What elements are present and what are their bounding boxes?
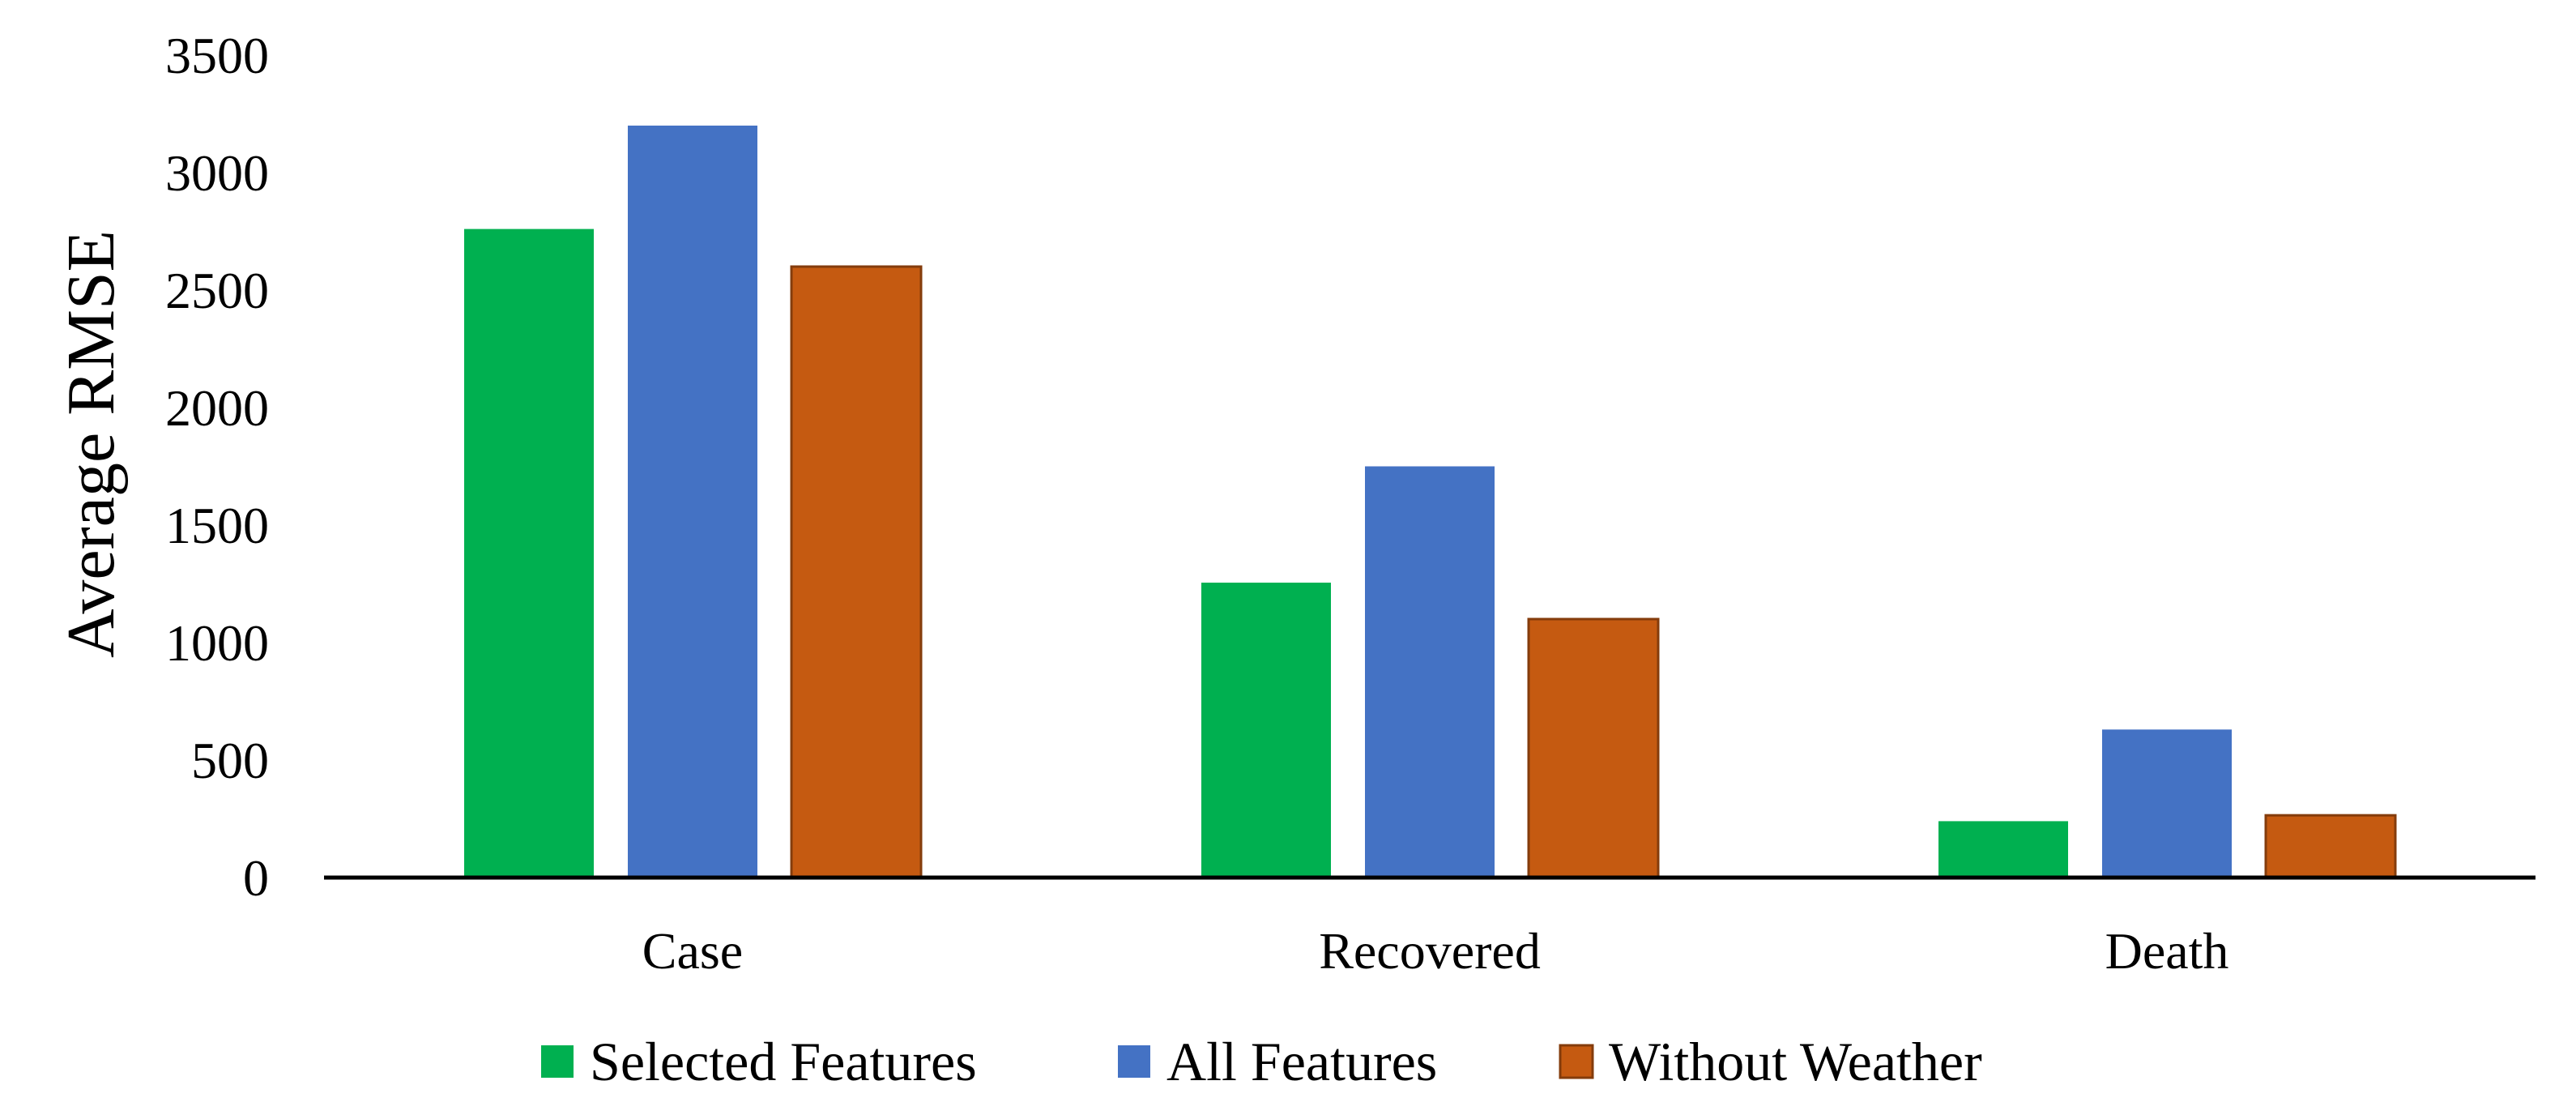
legend-swatch-selected-features	[541, 1045, 574, 1078]
y-tick-label: 3000	[165, 144, 269, 202]
y-tick-label: 500	[191, 732, 269, 789]
y-tick-label: 2000	[165, 379, 269, 437]
bar-without-weather-recovered	[1527, 617, 1660, 879]
legend-label: Selected Features	[590, 1031, 977, 1092]
bar-selected-features-death	[1938, 821, 2068, 878]
y-tick-label: 3500	[165, 27, 269, 84]
bar-without-weather-death	[2264, 814, 2397, 879]
x-tick-label: Recovered	[1319, 922, 1541, 980]
legend-swatch-all-features	[1118, 1045, 1150, 1078]
bar-selected-features-case	[464, 229, 594, 878]
y-tick-label: 1500	[165, 497, 269, 554]
y-axis-title: Average RMSE	[53, 230, 129, 658]
bar-all-features-case	[628, 126, 757, 878]
legend-label: Without Weather	[1609, 1031, 1982, 1092]
legend-swatch-without-weather	[1559, 1044, 1594, 1079]
legend-label: All Features	[1166, 1031, 1437, 1092]
y-tick-label: 2500	[165, 262, 269, 319]
bar-without-weather-case	[790, 265, 923, 879]
y-axis-ticks: 0 500 1000 1500 2000 2500 3000 3500	[165, 27, 269, 907]
bars	[464, 126, 2397, 879]
bar-all-features-recovered	[1365, 466, 1495, 878]
bar-all-features-death	[2102, 729, 2232, 878]
y-tick-label: 1000	[165, 614, 269, 672]
y-tick-label: 0	[243, 849, 269, 907]
bar-selected-features-recovered	[1201, 583, 1331, 878]
x-tick-label: Case	[642, 922, 743, 980]
x-tick-label: Death	[2105, 922, 2229, 980]
legend: Selected Features All Features Without Wea…	[541, 1031, 1982, 1092]
x-axis-labels: Case Recovered Death	[642, 922, 2229, 980]
